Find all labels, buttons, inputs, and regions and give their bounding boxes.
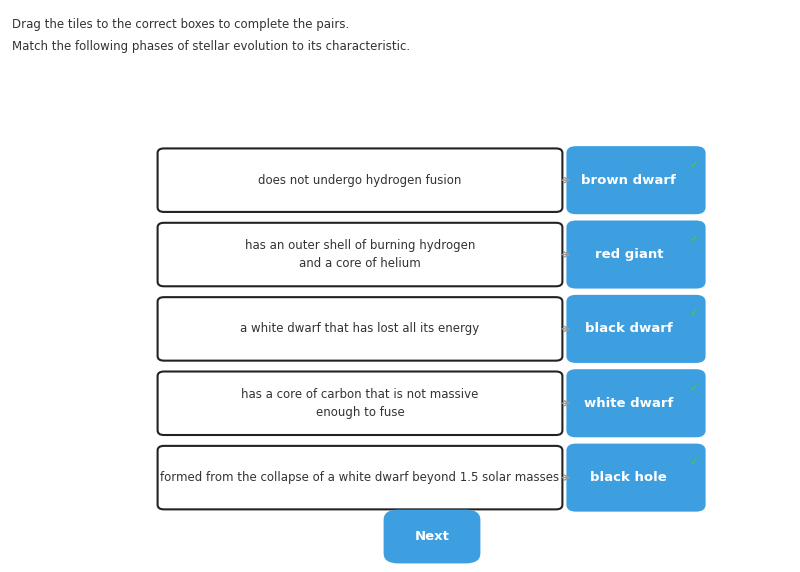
FancyBboxPatch shape — [384, 510, 480, 563]
FancyBboxPatch shape — [158, 297, 562, 361]
Text: ✓: ✓ — [689, 308, 698, 318]
Text: a white dwarf that has lost all its energy: a white dwarf that has lost all its ener… — [240, 323, 480, 335]
Text: red giant: red giant — [594, 248, 663, 261]
Text: black dwarf: black dwarf — [585, 323, 673, 335]
Text: ✓: ✓ — [689, 160, 698, 169]
FancyBboxPatch shape — [158, 446, 562, 509]
FancyBboxPatch shape — [566, 220, 706, 288]
Text: brown dwarf: brown dwarf — [582, 174, 676, 186]
FancyBboxPatch shape — [566, 444, 706, 511]
Text: ✓: ✓ — [689, 234, 698, 244]
FancyBboxPatch shape — [158, 372, 562, 435]
Text: white dwarf: white dwarf — [584, 397, 674, 410]
FancyBboxPatch shape — [158, 148, 562, 212]
Text: has a core of carbon that is not massive
enough to fuse: has a core of carbon that is not massive… — [242, 388, 478, 419]
FancyBboxPatch shape — [566, 370, 706, 437]
FancyBboxPatch shape — [566, 146, 706, 214]
Text: Match the following phases of stellar evolution to its characteristic.: Match the following phases of stellar ev… — [12, 40, 410, 53]
Text: ✓: ✓ — [689, 383, 698, 392]
FancyBboxPatch shape — [158, 223, 562, 286]
Text: Drag the tiles to the correct boxes to complete the pairs.: Drag the tiles to the correct boxes to c… — [12, 18, 350, 31]
Text: Next: Next — [414, 530, 450, 543]
FancyBboxPatch shape — [566, 295, 706, 363]
Text: ✓: ✓ — [689, 457, 698, 467]
Text: black hole: black hole — [590, 471, 667, 484]
Text: does not undergo hydrogen fusion: does not undergo hydrogen fusion — [258, 174, 462, 186]
Text: formed from the collapse of a white dwarf beyond 1.5 solar masses: formed from the collapse of a white dwar… — [161, 471, 559, 484]
Text: has an outer shell of burning hydrogen
and a core of helium: has an outer shell of burning hydrogen a… — [245, 239, 475, 270]
